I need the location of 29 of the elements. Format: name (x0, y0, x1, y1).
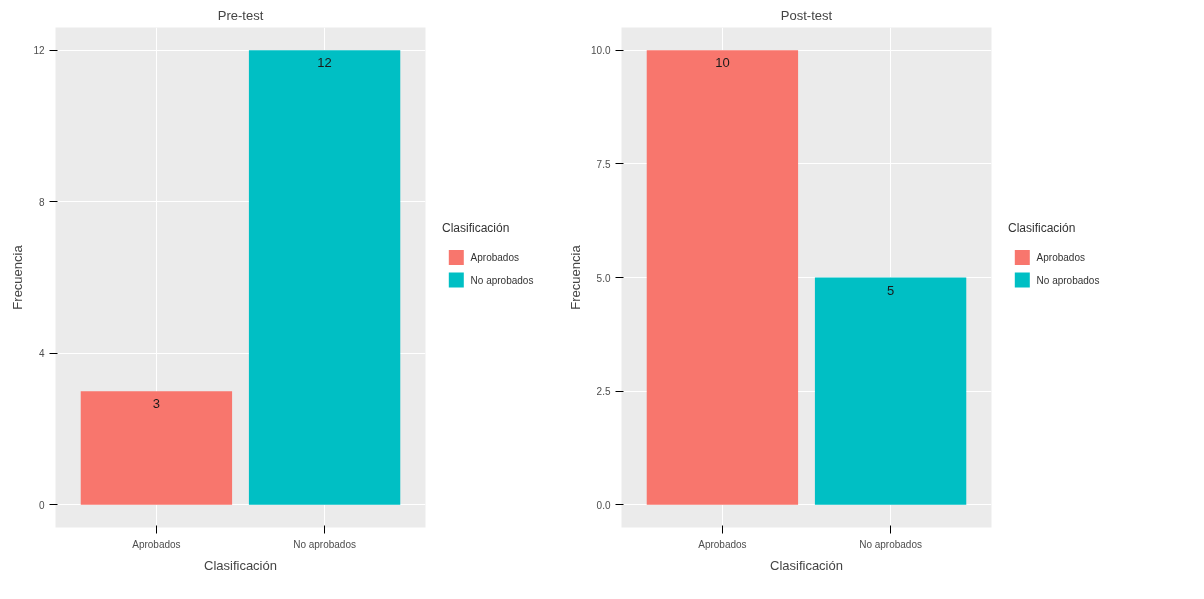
y-tick-label: 2.5 (596, 386, 611, 398)
x-axis-title: Clasificación (204, 557, 277, 573)
y-tick-label: 7.5 (596, 158, 611, 170)
x-tick-label: No aprobados (859, 538, 923, 550)
x-tick-label: Aprobados (698, 538, 747, 550)
legend-label: No aprobados (1036, 274, 1100, 286)
legend-label: Aprobados (1036, 252, 1085, 263)
y-axis-title: Frecuencia (10, 244, 26, 310)
data-label: 5 (886, 282, 895, 298)
data-label: 3 (152, 396, 161, 412)
chart-title: Pre-test (217, 7, 264, 23)
y-axis-title: Frecuencia (568, 244, 584, 310)
data-label: 10 (715, 55, 730, 71)
legend-label: No aprobados (470, 274, 534, 286)
y-tick-label: 0 (38, 499, 45, 511)
legend-label: Aprobados (470, 252, 519, 263)
y-tick-label: 5.0 (596, 272, 611, 284)
y-tick-label: 8 (38, 196, 45, 208)
y-tick-label: 0.0 (596, 499, 611, 511)
y-tick-label: 10.0 (591, 45, 611, 57)
x-tick-label: Aprobados (132, 538, 181, 550)
data-label: 12 (317, 55, 332, 71)
chart-title: Post-test (780, 7, 833, 23)
y-tick-label: 12 (33, 45, 45, 57)
y-tick-label: 4 (38, 348, 45, 360)
legend-title: Clasificación (442, 220, 510, 235)
legend-title: Clasificación (1008, 220, 1076, 235)
x-axis-title: Clasificación (770, 557, 843, 573)
x-tick-label: No aprobados (293, 538, 357, 550)
